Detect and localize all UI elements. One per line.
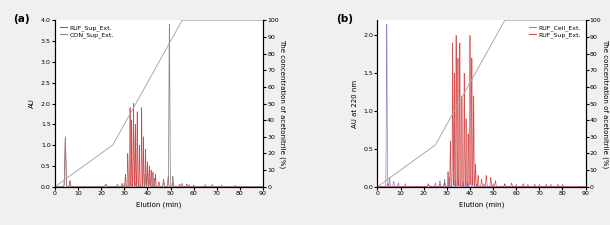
CON_Sup_Ext. [259,185,267,188]
X-axis label: Elution (min): Elution (min) [459,201,504,208]
RUF_Cell_Ext. [396,185,403,188]
RUF_Sup_Ext. [246,185,254,188]
RUF_Cell_Ext. [510,185,517,188]
RUF_Sup_Ext. [73,185,81,188]
RUF_Sup_Ext. [453,34,460,37]
Legend: RUF_Cell_Ext., RUF_Sup_Ext.: RUF_Cell_Ext., RUF_Sup_Ext. [526,23,583,40]
RUF_Sup_Ext. [396,185,403,188]
Y-axis label: The concentration of acetonitrile (%): The concentration of acetonitrile (%) [602,39,608,168]
Line: RUF_Sup_Ext.: RUF_Sup_Ext. [55,104,263,187]
RUF_Sup_Ext. [562,185,570,188]
CON_Sup_Ext. [73,185,81,188]
RUF_Cell_Ext. [574,185,581,188]
Line: RUF_Cell_Ext.: RUF_Cell_Ext. [378,24,586,187]
RUF_Cell_Ext. [514,185,521,188]
RUF_Sup_Ext. [569,185,576,188]
Text: (b): (b) [336,14,353,24]
RUF_Sup_Ext. [130,102,137,105]
RUF_Sup_Ext. [514,185,521,188]
RUF_Cell_Ext. [391,185,398,188]
CON_Sup_Ext. [191,185,198,188]
RUF_Cell_Ext. [562,185,570,188]
RUF_Sup_Ext. [51,185,59,188]
RUF_Sup_Ext. [510,185,517,188]
RUF_Sup_Ext. [68,185,76,188]
RUF_Sup_Ext. [191,185,198,188]
X-axis label: Elution (min): Elution (min) [136,201,182,208]
RUF_Sup_Ext. [391,185,398,188]
RUF_Sup_Ext. [582,185,589,188]
RUF_Cell_Ext. [582,185,589,188]
Y-axis label: AU at 220 nm: AU at 220 nm [352,79,358,128]
RUF_Cell_Ext. [374,185,381,188]
RUF_Sup_Ext. [384,184,391,187]
Line: RUF_Sup_Ext.: RUF_Sup_Ext. [378,35,586,187]
RUF_Sup_Ext. [61,167,68,170]
CON_Sup_Ext. [166,23,173,26]
RUF_Sup_Ext. [187,185,195,188]
CON_Sup_Ext. [240,185,247,188]
RUF_Sup_Ext. [259,185,267,188]
CON_Sup_Ext. [201,185,208,188]
Line: CON_Sup_Ext.: CON_Sup_Ext. [55,25,263,187]
CON_Sup_Ext. [51,185,59,188]
CON_Sup_Ext. [61,166,68,169]
Y-axis label: The concentration of acetonitrile (%): The concentration of acetonitrile (%) [279,39,285,168]
RUF_Cell_Ext. [383,23,390,25]
RUF_Sup_Ext. [374,185,381,188]
Y-axis label: AU: AU [29,99,35,108]
Legend: RUF_Sup_Ext., CON_Sup_Ext.: RUF_Sup_Ext., CON_Sup_Ext. [58,23,115,40]
Text: (a): (a) [13,14,30,24]
CON_Sup_Ext. [68,185,76,188]
RUF_Sup_Ext. [240,185,247,188]
CON_Sup_Ext. [187,185,195,188]
RUF_Cell_Ext. [384,116,391,119]
